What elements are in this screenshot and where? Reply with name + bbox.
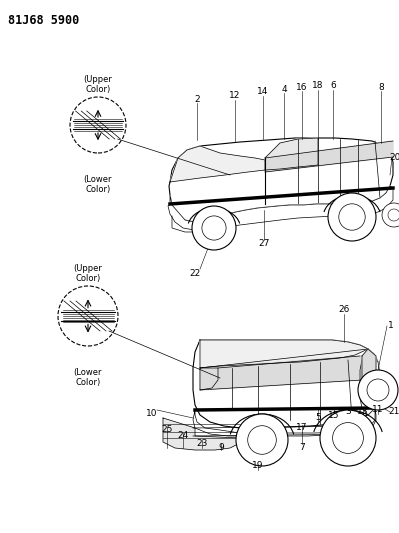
Polygon shape (169, 138, 393, 222)
Polygon shape (193, 408, 376, 436)
Polygon shape (193, 340, 380, 428)
Text: 6: 6 (330, 82, 336, 91)
Text: 26: 26 (338, 305, 350, 314)
Text: 27: 27 (258, 239, 270, 248)
Text: 5: 5 (315, 414, 321, 423)
Text: 4: 4 (281, 85, 287, 93)
Text: (Upper
Color): (Upper Color) (73, 264, 103, 283)
Text: 11: 11 (372, 406, 384, 415)
Text: 13: 13 (357, 407, 369, 416)
Polygon shape (170, 146, 265, 182)
Text: (Lower
Color): (Lower Color) (74, 368, 102, 387)
Text: 20: 20 (389, 154, 399, 163)
Text: (Lower
Color): (Lower Color) (84, 175, 112, 195)
Text: 19: 19 (252, 462, 264, 471)
Circle shape (382, 203, 399, 227)
Circle shape (358, 370, 398, 410)
Circle shape (328, 193, 376, 241)
Text: 16: 16 (296, 83, 308, 92)
Text: 15: 15 (328, 410, 340, 419)
Polygon shape (265, 141, 393, 172)
Text: 14: 14 (257, 87, 269, 96)
Circle shape (236, 414, 288, 466)
Text: (Upper
Color): (Upper Color) (83, 75, 113, 94)
Text: 21: 21 (388, 408, 399, 416)
Text: 12: 12 (229, 92, 241, 101)
Text: 24: 24 (178, 432, 189, 440)
Polygon shape (360, 349, 380, 415)
Polygon shape (362, 349, 376, 400)
Polygon shape (168, 186, 393, 230)
Text: 2: 2 (194, 94, 200, 103)
Text: 10: 10 (146, 408, 158, 417)
Circle shape (192, 206, 236, 250)
Text: 25: 25 (161, 425, 173, 434)
Polygon shape (200, 368, 218, 390)
Text: 18: 18 (312, 82, 324, 91)
Text: 9: 9 (218, 442, 224, 451)
Polygon shape (200, 340, 368, 368)
Text: 23: 23 (196, 439, 208, 448)
Text: 7: 7 (299, 442, 305, 451)
Polygon shape (163, 418, 240, 450)
Circle shape (320, 410, 376, 466)
Text: 17: 17 (296, 424, 308, 432)
Text: 8: 8 (378, 83, 384, 92)
Text: 81J68 5900: 81J68 5900 (8, 14, 79, 27)
Text: 1: 1 (388, 321, 394, 330)
Polygon shape (200, 356, 362, 390)
Polygon shape (265, 138, 318, 170)
Text: 3: 3 (345, 408, 351, 416)
Text: 22: 22 (190, 269, 201, 278)
